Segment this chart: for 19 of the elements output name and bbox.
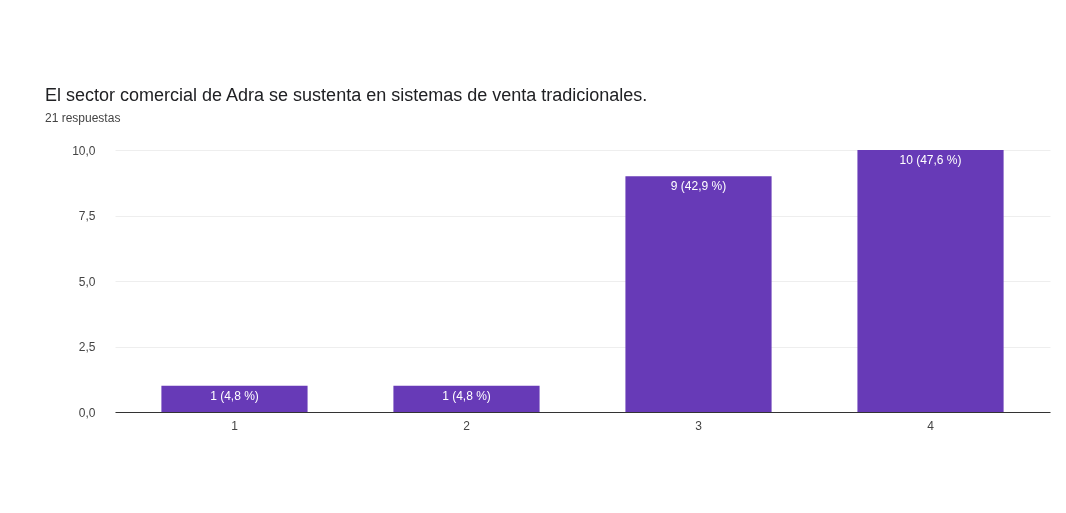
x-tick-label: 1 bbox=[231, 418, 239, 433]
chart-title: El sector comercial de Adra se sustenta en sistemas de venta tradicionales. bbox=[45, 85, 648, 105]
y-tick-label: 0,0 bbox=[78, 405, 96, 420]
data-label: 1 (4,8 %) bbox=[210, 388, 259, 403]
data-label: 1 (4,8 %) bbox=[442, 388, 491, 403]
bar bbox=[393, 385, 540, 412]
y-tick-label: 10,0 bbox=[72, 143, 96, 158]
x-tick-label: 4 bbox=[927, 418, 935, 433]
y-tick-label: 7,5 bbox=[78, 209, 96, 223]
y-tick-label: 2,5 bbox=[78, 340, 96, 354]
chart-subtitle: 21 respuestas bbox=[45, 111, 121, 125]
data-label: 9 (42,9 %) bbox=[670, 179, 727, 194]
x-tick-label: 2 bbox=[463, 418, 471, 433]
bar bbox=[857, 150, 1004, 412]
y-tick-label: 5,0 bbox=[78, 274, 96, 289]
data-label: 10 (47,6 %) bbox=[899, 153, 962, 167]
bar bbox=[161, 385, 308, 412]
bar bbox=[625, 176, 772, 412]
x-tick-label: 3 bbox=[695, 418, 703, 433]
